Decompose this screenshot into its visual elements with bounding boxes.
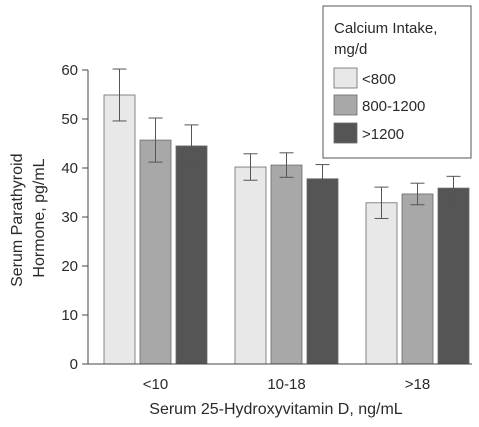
legend-swatch	[333, 122, 358, 144]
x-axis: <10 10-18 >18	[88, 363, 472, 393]
y-tick-label: 40	[61, 160, 78, 177]
legend-title-line-1: Calcium Intake,	[334, 20, 437, 37]
legend-swatch	[333, 94, 358, 116]
bar	[234, 166, 267, 365]
bar	[306, 178, 339, 365]
x-axis-title: Serum 25-Hydroxyvitamin D, ng/mL	[149, 401, 403, 418]
bar	[365, 202, 398, 365]
y-axis-title: Serum Parathyroid Hormone, pg/mL	[9, 149, 48, 287]
y-tick-label: 10	[61, 307, 78, 324]
y-tick-label: 0	[70, 356, 78, 373]
bars	[103, 68, 470, 365]
bar	[270, 164, 303, 365]
y-tick-label: 20	[61, 258, 78, 275]
bar	[175, 145, 208, 365]
x-tick-label: 10-18	[267, 376, 305, 393]
legend-title-line-2: mg/d	[334, 41, 367, 58]
bar	[103, 94, 136, 365]
bar	[401, 193, 434, 365]
y-axis-title-line-2: Hormone, pg/mL	[31, 158, 48, 277]
legend-swatch	[333, 67, 358, 89]
x-tick-label: >18	[405, 376, 430, 393]
y-tick-label: 50	[61, 111, 78, 128]
legend-entries: <800 800-1200 >1200	[333, 67, 425, 144]
bar	[437, 187, 470, 365]
x-tick-label: <10	[143, 376, 168, 393]
y-axis: 0 10 20 30 40 50 60	[61, 62, 89, 373]
legend: Calcium Intake, mg/d <800 800-1200 >1200	[322, 5, 472, 159]
bar	[139, 139, 172, 365]
y-axis-title-line-1: Serum Parathyroid	[9, 154, 26, 287]
legend-label: <800	[362, 71, 396, 88]
y-tick-label: 60	[61, 62, 78, 79]
legend-label: >1200	[362, 126, 404, 143]
legend-label: 800-1200	[362, 98, 425, 115]
y-tick-label: 30	[61, 209, 78, 226]
